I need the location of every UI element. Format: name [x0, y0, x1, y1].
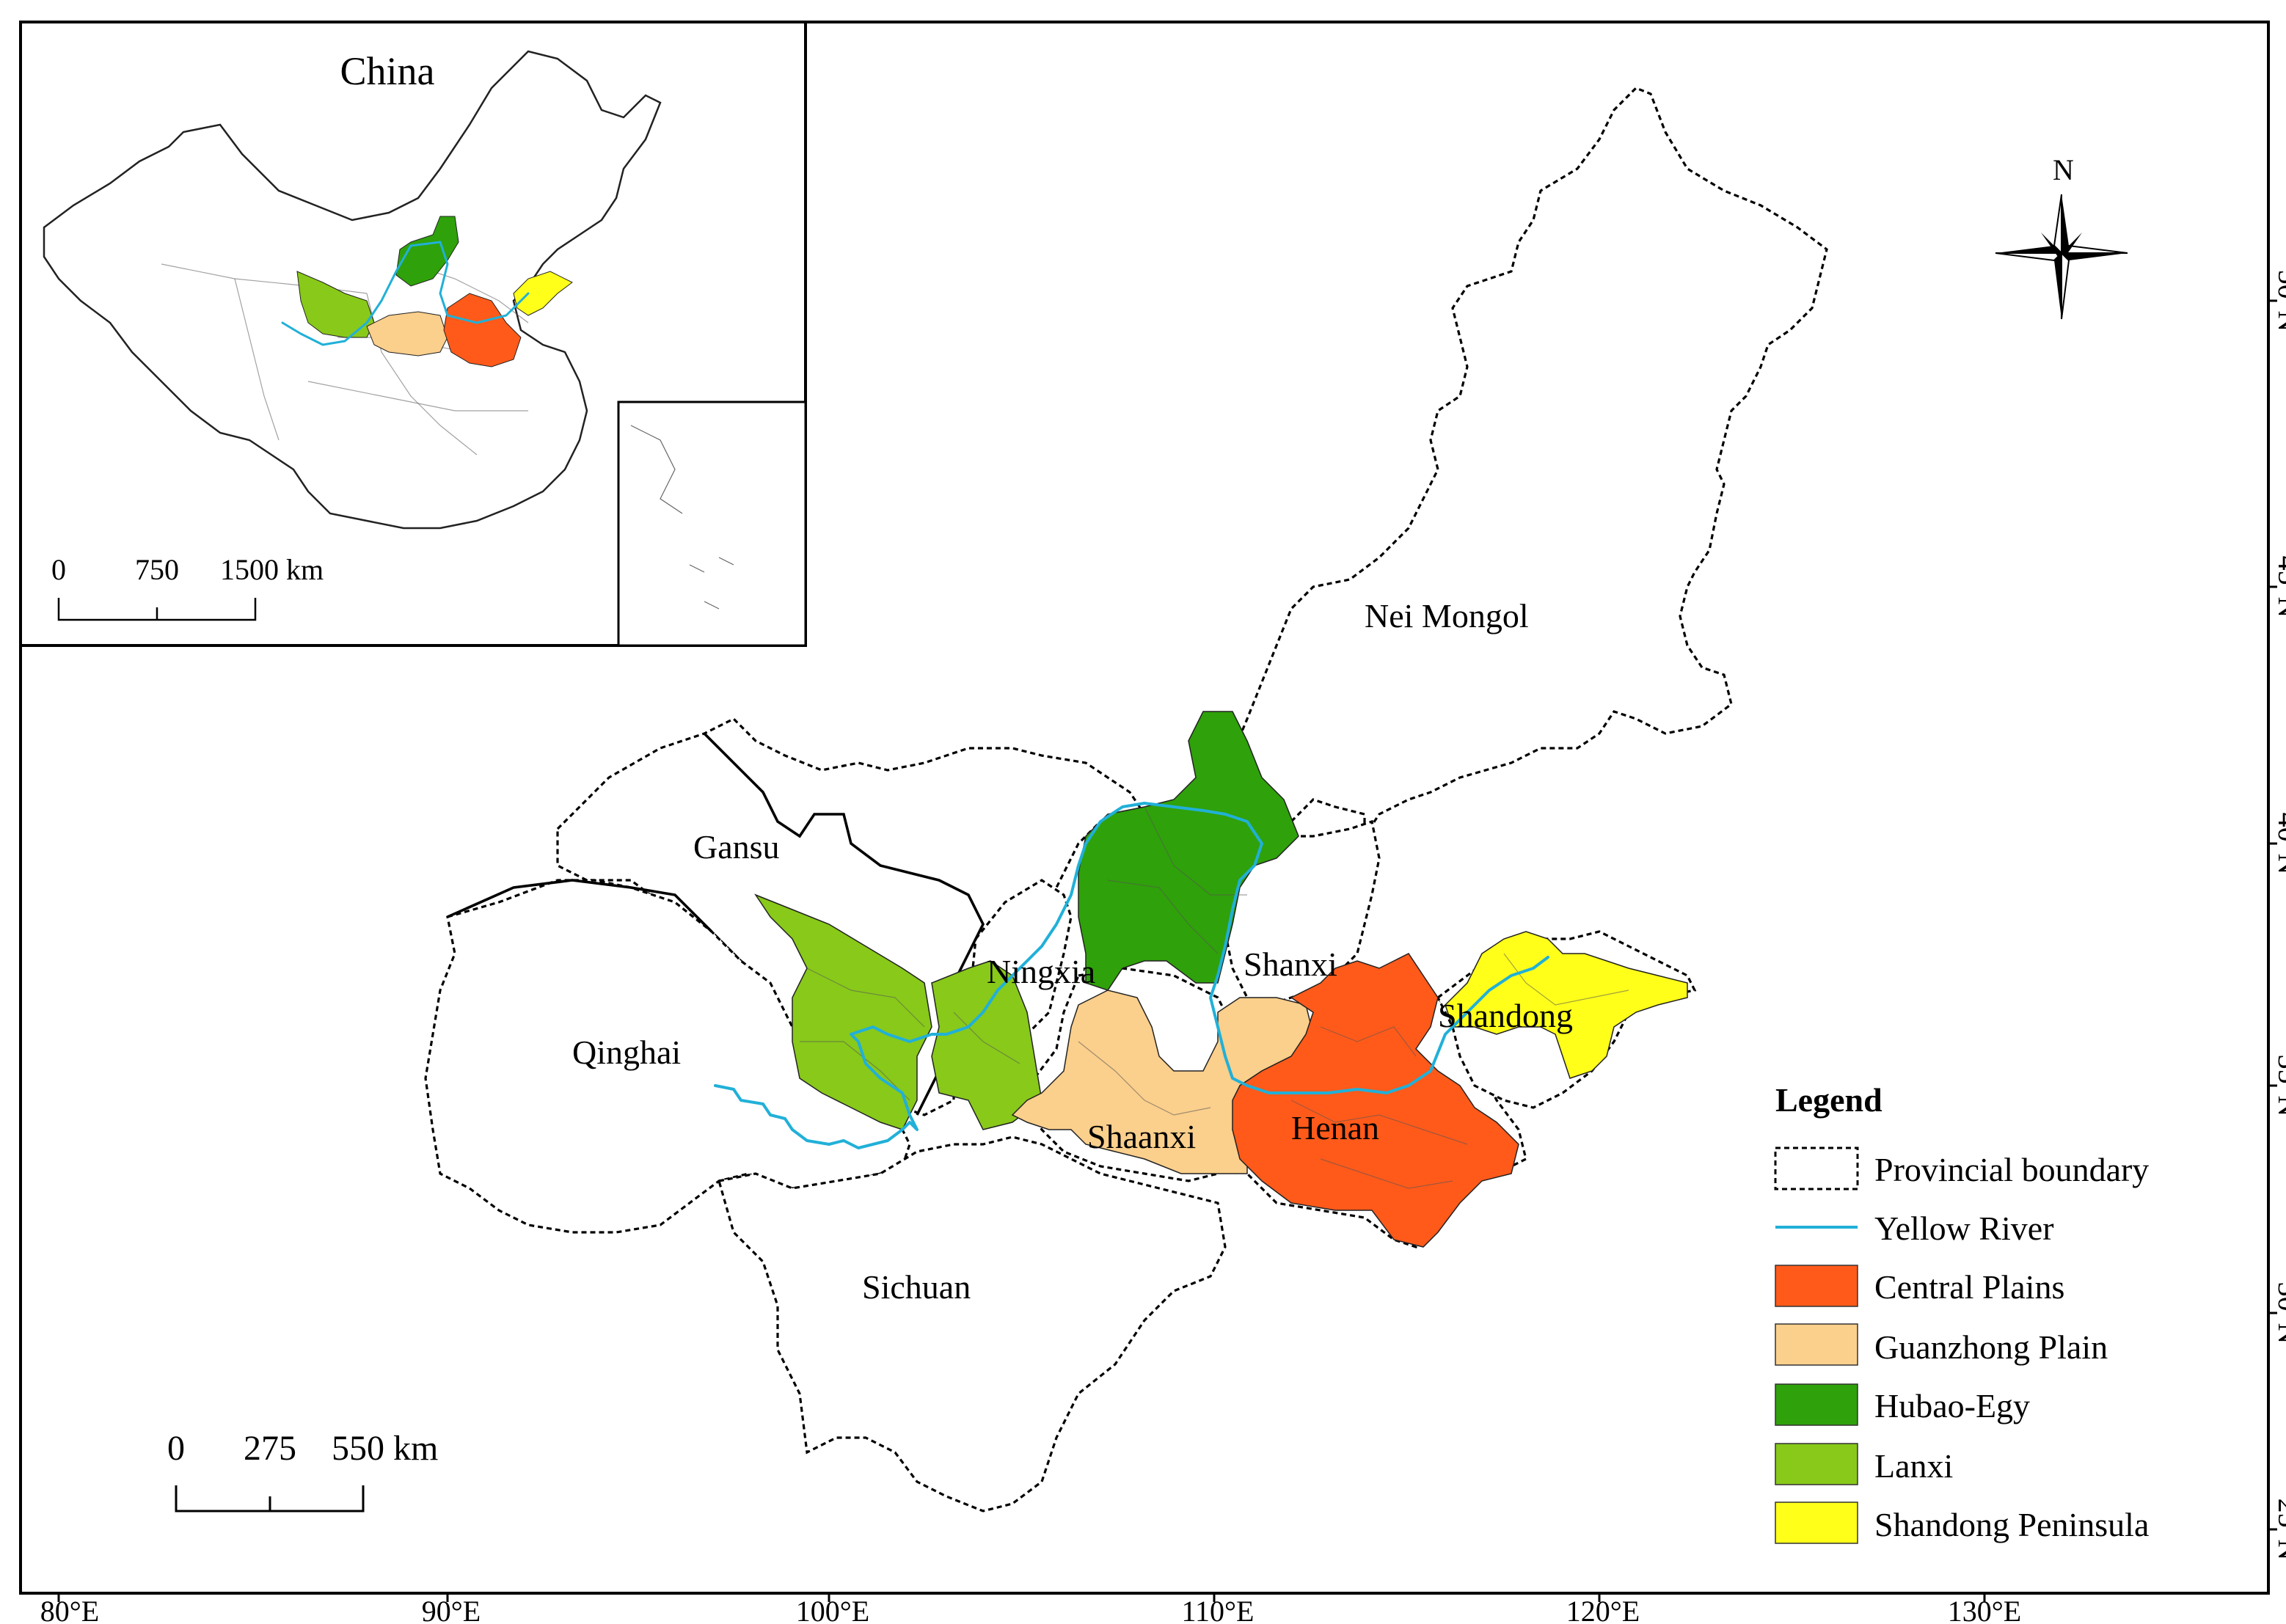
inset-scale-tick0: 0 — [51, 553, 66, 586]
inset-region-lanxi — [296, 271, 375, 338]
inset-region-central — [443, 293, 522, 367]
region-hubao-egy — [1078, 711, 1299, 991]
lat-tick-35: 35°N — [2272, 1055, 2286, 1117]
main-scale-tick1: 275 — [244, 1429, 296, 1468]
legend-label-river: Yellow River — [1874, 1210, 2054, 1247]
inset-region-hubao — [395, 216, 459, 287]
label-shaanxi: Shaanxi — [1087, 1118, 1196, 1155]
inset-region-shandong — [513, 271, 573, 316]
province-labels: Nei Mongol Gansu Ningxia Shanxi Shandong… — [572, 597, 1573, 1306]
legend-label-shandong: Shandong Peninsula — [1874, 1506, 2149, 1543]
legend-swatch-lanxi — [1775, 1443, 1858, 1485]
legend-label-guanzhong: Guanzhong Plain — [1874, 1328, 2108, 1366]
main-map-frame — [19, 21, 2270, 1595]
inset-map: China 0 750 1500 km — [19, 21, 807, 647]
legend-label-central: Central Plains — [1874, 1268, 2064, 1306]
legend-swatch-central — [1775, 1265, 1858, 1307]
legend-label-hubao: Hubao-Egy — [1874, 1387, 2030, 1424]
lat-tick-25: 25°N — [2272, 1499, 2286, 1561]
lon-tick-130: 130°E — [1948, 1595, 2021, 1624]
legend: Legend Provincial boundary Yellow River … — [1774, 1081, 2149, 1544]
inset-scale-tick1: 750 — [135, 553, 179, 586]
lon-tick-120: 120°E — [1566, 1595, 1640, 1624]
yellow-river — [714, 802, 1549, 1149]
label-ningxia: Ningxia — [987, 953, 1095, 990]
lon-tick-80: 80°E — [40, 1595, 99, 1624]
legend-label-boundary: Provincial boundary — [1874, 1151, 2149, 1188]
region-lanxi-west — [754, 893, 932, 1130]
label-gansu: Gansu — [693, 828, 780, 866]
lat-tick-30: 30°N — [2272, 1282, 2286, 1345]
label-qinghai: Qinghai — [572, 1034, 681, 1071]
label-shanxi: Shanxi — [1244, 945, 1337, 983]
main-scale-tick0: 0 — [167, 1429, 185, 1468]
inset-yellow-river — [281, 241, 530, 346]
label-sichuan: Sichuan — [862, 1268, 971, 1306]
latitude-axis: 25°N 30°N 35°N 40°N 45°N 50°N — [2268, 270, 2286, 1561]
longitude-axis: 80°E 90°E 100°E 110°E 120°E 130°E — [40, 1593, 2021, 1624]
legend-title: Legend — [1775, 1081, 1883, 1119]
main-scale-bar: 0 275 550 km — [167, 1429, 438, 1513]
agglomerations — [754, 711, 1688, 1248]
province-qinghai — [424, 879, 911, 1234]
north-arrow-icon: N — [1995, 153, 2128, 320]
label-nei-mongol: Nei Mongol — [1365, 597, 1529, 634]
solid-boundary-line-2 — [447, 879, 713, 933]
province-boundaries — [424, 87, 1828, 1513]
region-central-plains — [1232, 953, 1519, 1248]
label-henan: Henan — [1291, 1109, 1379, 1146]
province-sichuan — [717, 1135, 1227, 1513]
lon-tick-90: 90°E — [422, 1595, 481, 1624]
legend-swatch-boundary — [1774, 1146, 1859, 1190]
legend-swatch-hubao — [1775, 1383, 1858, 1426]
label-shandong: Shandong — [1438, 997, 1573, 1034]
inset-scale-bar: 0 750 1500 km — [51, 553, 324, 621]
inset-region-guanzhong — [366, 311, 448, 356]
inset-china-outline — [43, 50, 662, 530]
legend-swatch-guanzhong — [1775, 1323, 1858, 1366]
inset-title: China — [340, 49, 435, 93]
province-nei-mongol — [1227, 87, 1828, 841]
legend-swatch-shandong — [1775, 1502, 1858, 1544]
lon-tick-110: 110°E — [1182, 1595, 1255, 1624]
inset-south-china-sea-frame — [617, 400, 807, 647]
lon-tick-100: 100°E — [796, 1595, 869, 1624]
north-label: N — [2053, 153, 2074, 186]
legend-label-lanxi: Lanxi — [1874, 1447, 1953, 1485]
lat-tick-50: 50°N — [2272, 270, 2286, 332]
region-shandong-peninsula — [1445, 931, 1688, 1079]
inset-scale-tick2: 1500 km — [220, 553, 324, 586]
main-scale-tick2: 550 km — [332, 1429, 438, 1468]
lat-tick-40: 40°N — [2272, 813, 2286, 875]
lat-tick-45: 45°N — [2272, 556, 2286, 618]
